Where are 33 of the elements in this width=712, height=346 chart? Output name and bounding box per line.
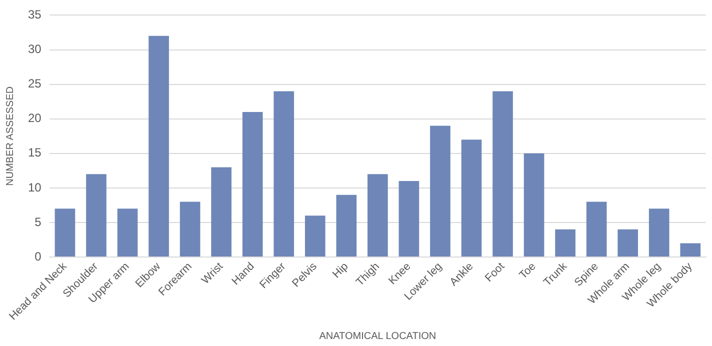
y-tick-label: 35 bbox=[28, 8, 42, 22]
y-tick-label: 0 bbox=[34, 249, 42, 264]
bar bbox=[148, 36, 169, 257]
bar bbox=[368, 174, 388, 257]
bar bbox=[304, 216, 326, 257]
y-axis-title: NUMBER ASSESSED bbox=[4, 86, 16, 186]
bar bbox=[54, 208, 76, 257]
bar bbox=[242, 112, 263, 257]
bar bbox=[586, 202, 607, 257]
y-tick-label: 30 bbox=[28, 42, 42, 56]
y-tick-label: 20 bbox=[28, 111, 42, 126]
y-tick-label: 15 bbox=[28, 146, 42, 160]
y-tick-label: 5 bbox=[34, 214, 42, 229]
bar bbox=[180, 202, 200, 257]
bar bbox=[524, 153, 544, 257]
bar bbox=[461, 140, 482, 257]
bar bbox=[430, 126, 450, 257]
bar bbox=[86, 174, 106, 257]
x-tick-label: Toe bbox=[517, 260, 538, 282]
bar bbox=[274, 91, 294, 257]
y-tick-label: 25 bbox=[28, 76, 42, 91]
bar bbox=[398, 181, 420, 257]
x-axis-title: ANATOMICAL LOCATION bbox=[319, 330, 436, 342]
bar bbox=[492, 91, 513, 257]
y-tick-label: 10 bbox=[28, 180, 42, 194]
x-tick-label: Hip bbox=[330, 260, 351, 281]
bar bbox=[555, 229, 576, 257]
bar bbox=[211, 167, 232, 257]
bar bbox=[618, 229, 638, 257]
bar bbox=[680, 243, 701, 257]
bar bbox=[117, 208, 138, 257]
bar bbox=[336, 194, 357, 257]
bar bbox=[648, 208, 670, 257]
